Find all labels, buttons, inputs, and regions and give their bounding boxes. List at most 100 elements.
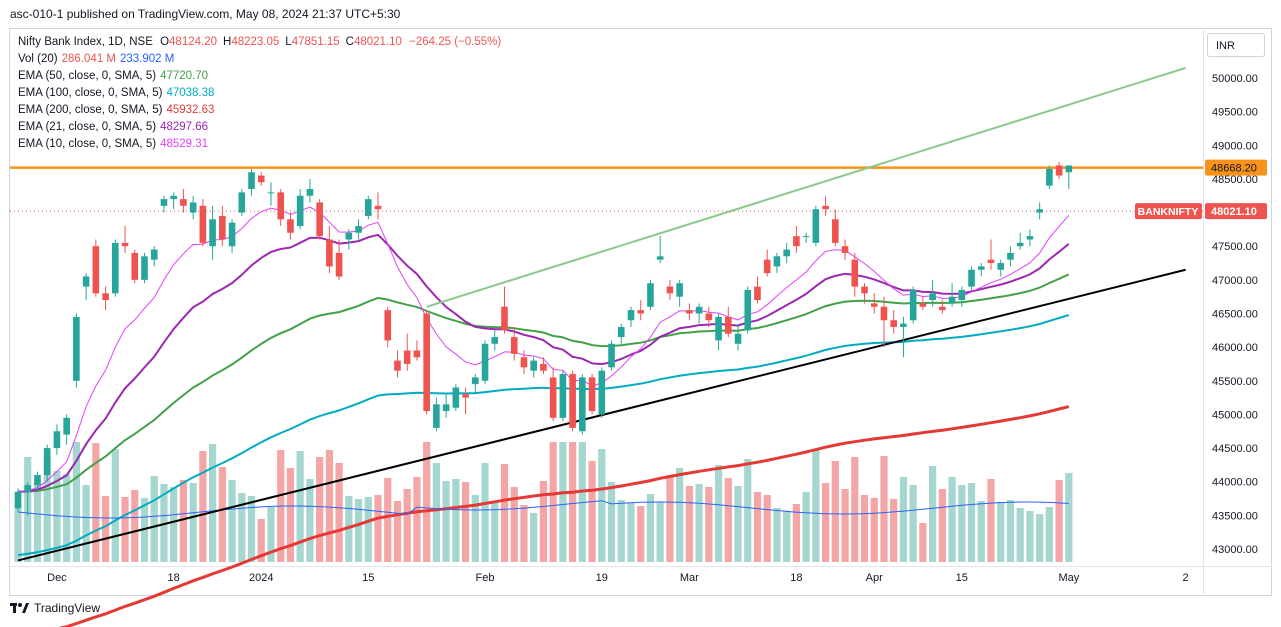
candle-body[interactable] [919, 303, 927, 307]
candle-body[interactable] [705, 313, 713, 321]
candle-body[interactable] [793, 236, 800, 247]
candle-body[interactable] [491, 337, 499, 344]
candle-body[interactable] [423, 313, 430, 412]
candle-body[interactable] [929, 293, 936, 301]
candle-body[interactable] [909, 289, 917, 321]
candle-body[interactable] [754, 286, 761, 301]
candle-body[interactable] [958, 289, 966, 301]
candle-body[interactable] [374, 205, 382, 210]
candle-body[interactable] [384, 310, 392, 341]
candle-body[interactable] [734, 333, 742, 344]
candle-body[interactable] [73, 316, 80, 381]
candle-body[interactable] [160, 199, 168, 206]
candle-body[interactable] [316, 202, 323, 237]
candle-body[interactable] [569, 374, 576, 428]
candle-body[interactable] [131, 252, 139, 280]
candle-body[interactable] [763, 259, 771, 274]
candle-body[interactable] [394, 360, 401, 371]
candle-body[interactable] [335, 252, 343, 277]
candle-body[interactable] [783, 249, 790, 257]
candle-body[interactable] [1016, 242, 1024, 247]
candle-body[interactable] [617, 326, 625, 338]
candle-body[interactable] [462, 394, 469, 398]
legend-symbol-title[interactable]: Nifty Bank Index, 1D, NSE [18, 36, 153, 48]
candle-body[interactable] [530, 360, 537, 371]
candle-body[interactable] [676, 283, 683, 297]
candle-body[interactable] [326, 239, 333, 267]
candle-body[interactable] [1055, 165, 1063, 176]
candle-body[interactable] [345, 232, 353, 240]
candle-body[interactable] [267, 192, 275, 194]
candle-body[interactable] [627, 310, 635, 321]
candle-body[interactable] [588, 377, 596, 412]
candle-body[interactable] [141, 256, 148, 280]
candle-body[interactable] [189, 202, 197, 213]
candle-body[interactable] [939, 306, 946, 311]
candle-body[interactable] [209, 219, 216, 247]
chart-frame[interactable] [9, 28, 1272, 596]
candle-body[interactable] [296, 195, 304, 227]
candle-body[interactable] [841, 246, 849, 253]
candle-body[interactable] [822, 205, 829, 210]
candle-body[interactable] [112, 242, 119, 294]
candle-body[interactable] [997, 263, 1005, 270]
candle-body[interactable] [744, 289, 752, 331]
candle-body[interactable] [1046, 168, 1053, 186]
candle-body[interactable] [355, 226, 362, 233]
candle-body[interactable] [43, 448, 51, 475]
candle-body[interactable] [403, 350, 411, 364]
candle-body[interactable] [549, 377, 557, 418]
candle-body[interactable] [637, 310, 645, 314]
candle-body[interactable] [832, 219, 839, 243]
candle-body[interactable] [180, 199, 187, 206]
candle-body[interactable] [540, 363, 547, 371]
candle-body[interactable] [14, 491, 22, 509]
candle-body[interactable] [666, 286, 674, 294]
legend-indicator-row[interactable]: EMA (50, close, 0, SMA, 5) 47720.70 [18, 68, 501, 85]
currency-button[interactable]: INR [1207, 33, 1265, 57]
candle-body[interactable] [773, 256, 781, 267]
candle-body[interactable] [413, 350, 421, 358]
candle-body[interactable] [968, 269, 975, 287]
candle-body[interactable] [63, 417, 70, 435]
candle-body[interactable] [861, 286, 868, 294]
candle-body[interactable] [802, 236, 810, 238]
candle-body[interactable] [510, 337, 518, 354]
candle-body[interactable] [82, 276, 90, 287]
candle-body[interactable] [579, 377, 586, 432]
candle-body[interactable] [277, 192, 285, 220]
candle-body[interactable] [442, 404, 450, 412]
candle-body[interactable] [715, 316, 722, 341]
candle-body[interactable] [364, 199, 372, 216]
candle-body[interactable] [608, 343, 615, 368]
candle-body[interactable] [598, 370, 606, 415]
candle-body[interactable] [257, 175, 265, 183]
legend-indicator-row[interactable]: EMA (21, close, 0, SMA, 5) 48297.66 [18, 119, 501, 136]
trendline-green[interactable] [426, 66, 1186, 308]
candle-body[interactable] [219, 215, 226, 240]
candle-body[interactable] [150, 249, 158, 260]
candle-body[interactable] [656, 256, 664, 260]
candle-body[interactable] [472, 377, 479, 385]
legend-indicator-row[interactable]: EMA (10, close, 0, SMA, 5) 48529.31 [18, 136, 501, 153]
candle-body[interactable] [695, 306, 703, 314]
candle-body[interactable] [851, 259, 859, 287]
candle-body[interactable] [170, 195, 177, 200]
candle-body[interactable] [647, 283, 654, 307]
candle-body[interactable] [870, 303, 878, 307]
candle-body[interactable] [433, 404, 440, 428]
candle-body[interactable] [306, 189, 314, 196]
candle-body[interactable] [53, 431, 61, 449]
candle-body[interactable] [102, 293, 109, 301]
candle-body[interactable] [92, 246, 100, 294]
candle-body[interactable] [890, 320, 897, 327]
candle-body[interactable] [948, 296, 956, 304]
candle-body[interactable] [1007, 252, 1014, 260]
candle-body[interactable] [501, 306, 508, 331]
candle-body[interactable] [1036, 209, 1043, 213]
candle-body[interactable] [977, 266, 985, 270]
candle-body[interactable] [559, 374, 567, 418]
candle-body[interactable] [1026, 236, 1034, 240]
candle-body[interactable] [520, 357, 528, 368]
